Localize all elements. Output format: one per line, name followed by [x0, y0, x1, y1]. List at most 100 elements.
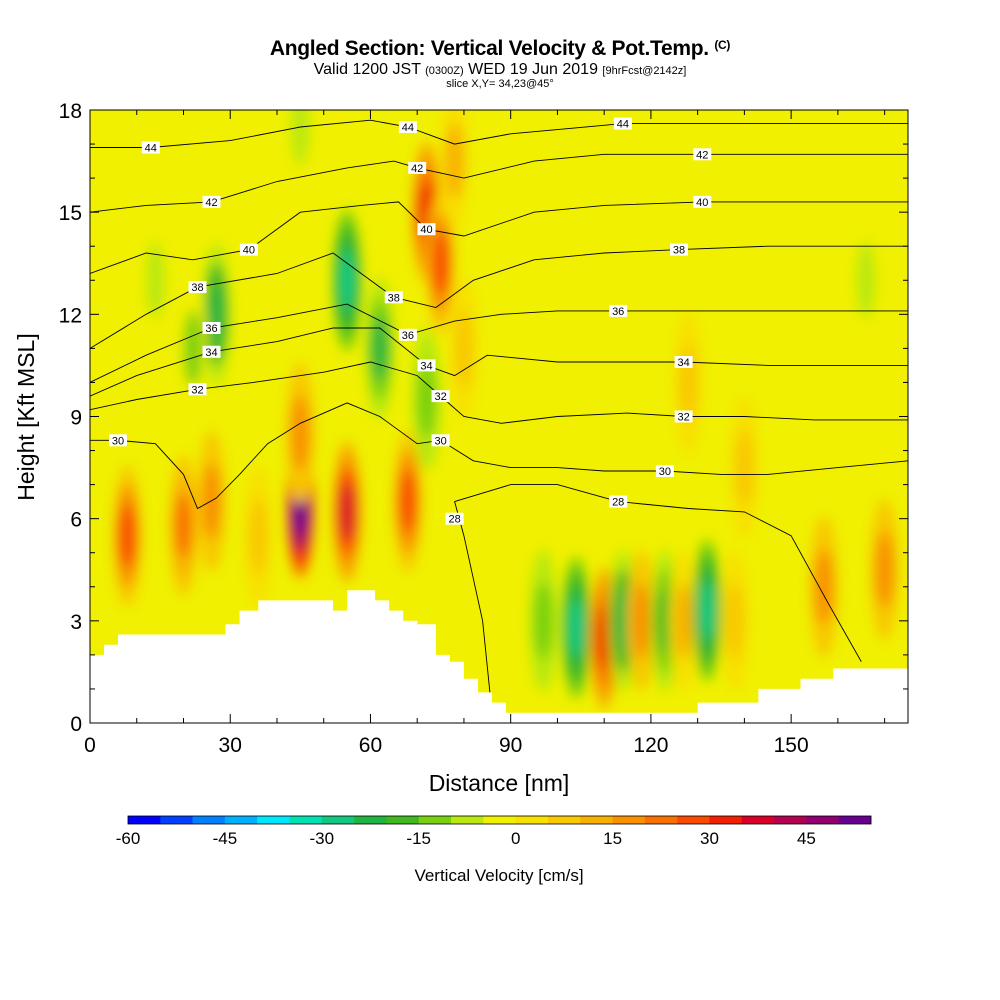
velocity-cell: [371, 316, 388, 381]
colorbar-swatch: [547, 816, 581, 824]
isentrope-label-text: 36: [205, 323, 217, 335]
y-tick-label: 15: [59, 202, 82, 225]
isentrope-label-bg: [202, 345, 221, 358]
valid-time-line: Valid 1200 JST (0300Z) WED 19 Jun 2019 […: [0, 61, 1000, 79]
velocity-cell: [432, 231, 449, 296]
velocity-cell: [339, 482, 355, 541]
valid-date: WED 19 Jun 2019: [468, 61, 598, 78]
colorbar-tick-label: -15: [406, 829, 431, 848]
velocity-cell: [291, 110, 310, 166]
isentrope-label-bg: [239, 243, 258, 256]
isentrope-label-bg: [693, 195, 712, 208]
velocity-cell: [725, 582, 745, 660]
isentrope-label: 30: [431, 434, 450, 447]
colorbar-swatch: [515, 816, 549, 824]
isentrope-label: 34: [674, 356, 693, 369]
colorbar-tick-label: 45: [797, 829, 816, 848]
velocity-cell: [699, 581, 715, 640]
x-tick-label: 90: [499, 734, 522, 757]
colorbar-swatch: [709, 816, 743, 824]
velocity-cell: [454, 309, 474, 387]
velocity-cell: [596, 608, 612, 667]
colorbar-swatch: [806, 816, 839, 824]
colorbar-swatch: [321, 816, 355, 824]
isentrope-line: [90, 361, 908, 424]
velocity-cell: [674, 582, 693, 660]
x-tick-label: 60: [359, 734, 382, 757]
isentrope-label-text: 30: [434, 435, 446, 447]
isentrope-label-bg: [431, 434, 450, 447]
plot-area: 28 28 30 30 30 32 32 32 34 34 34 36 36 36 38 38 38 40 40 40…: [90, 110, 908, 723]
isentrope-label: 38: [670, 243, 688, 257]
colorbar-swatch: [257, 816, 290, 824]
slice-info: slice X,Y= 34,23@45°: [446, 78, 554, 90]
isentrope-label: 28: [445, 512, 464, 526]
y-tick-label: 12: [59, 304, 82, 327]
velocity-cell: [534, 582, 553, 660]
isentrope-label-bg: [202, 195, 221, 208]
velocity-cell: [814, 548, 833, 626]
isentrope-label-bg: [417, 223, 436, 236]
colorbar-tick-label: -60: [116, 829, 141, 848]
isentrope-label-text: 40: [420, 224, 432, 236]
colorbar-swatch: [483, 816, 516, 824]
isentrope-label-bg: [674, 410, 693, 423]
title-main: Angled Section: Vertical Velocity & Pot.…: [269, 37, 709, 60]
colorbar-swatch: [418, 816, 452, 824]
isentrope-label: 30: [109, 434, 127, 447]
isentrope-label: 30: [655, 465, 674, 478]
colorbar-swatch: [192, 816, 226, 824]
isentrope-label-bg: [655, 465, 674, 477]
isentrope-label: 40: [693, 195, 712, 209]
isentrope-label-text: 32: [677, 412, 689, 424]
x-tick-label: 30: [219, 734, 242, 757]
colorbar-tick-label: 15: [603, 829, 622, 848]
isentrope-label-bg: [674, 356, 693, 368]
velocity-cell: [208, 282, 225, 347]
isentrope-line: [90, 201, 908, 274]
isentrope-label-bg: [445, 512, 464, 525]
isentrope-label-bg: [398, 121, 417, 133]
colorbar-label: Vertical Velocity [cm/s]: [414, 866, 583, 885]
colorbar: -60 -45 -30 -15 0 15 30 45: [116, 815, 872, 848]
isentrope-label-text: 30: [659, 466, 671, 478]
isentrope-label-bg: [417, 359, 436, 372]
colorbar-swatch: [451, 816, 484, 824]
colorbar-frame: [127, 815, 872, 825]
isentrope-label-text: 28: [448, 514, 460, 526]
colorbar-tick-label: 30: [700, 829, 719, 848]
isentrope-label-bg: [202, 322, 221, 334]
velocity-cell: [399, 469, 416, 534]
colorbar-tick-label: 0: [511, 829, 520, 848]
isentrope-label-bg: [188, 383, 207, 396]
isentrope-label-text: 34: [677, 357, 689, 369]
velocity-cell: [735, 429, 754, 506]
isentrope-label-bg: [609, 495, 628, 508]
isentrope-label: 38: [384, 291, 403, 304]
colorbar-swatch: [612, 816, 646, 824]
isentrope-label-text: 36: [612, 306, 624, 318]
isentrope-label-bg: [613, 117, 632, 130]
isentrope-label-text: 44: [617, 119, 629, 131]
isentrope-line: [90, 402, 908, 510]
colorbar-swatch: [160, 816, 193, 824]
isentrope-label-text: 44: [145, 143, 157, 155]
isentrope-label-bg: [431, 390, 450, 403]
isentrope-label-text: 42: [411, 163, 423, 175]
x-axis: 0 30 60 90 120 150: [84, 110, 886, 757]
isentrope-label: 44: [613, 117, 632, 131]
velocity-cell: [119, 503, 136, 568]
isentrope-label: 36: [609, 304, 628, 318]
isentrope-label-text: 38: [191, 282, 203, 294]
velocity-cell: [875, 531, 894, 609]
velocity-cell: [614, 588, 631, 653]
isentrope-label: 44: [398, 121, 417, 134]
y-tick-label: 18: [59, 100, 82, 123]
isentrope-line: [90, 327, 908, 397]
isentrope-label: 32: [674, 410, 693, 424]
velocity-cell: [679, 344, 698, 421]
isentrope-label-text: 34: [420, 360, 432, 372]
isentrope-labels: 28 28 30 30 30 32 32 32 34 34 34 36 36 36 38 38 38 40 40 40…: [109, 117, 712, 526]
forecast-info: [9hrFcst@2142z]: [602, 65, 687, 77]
